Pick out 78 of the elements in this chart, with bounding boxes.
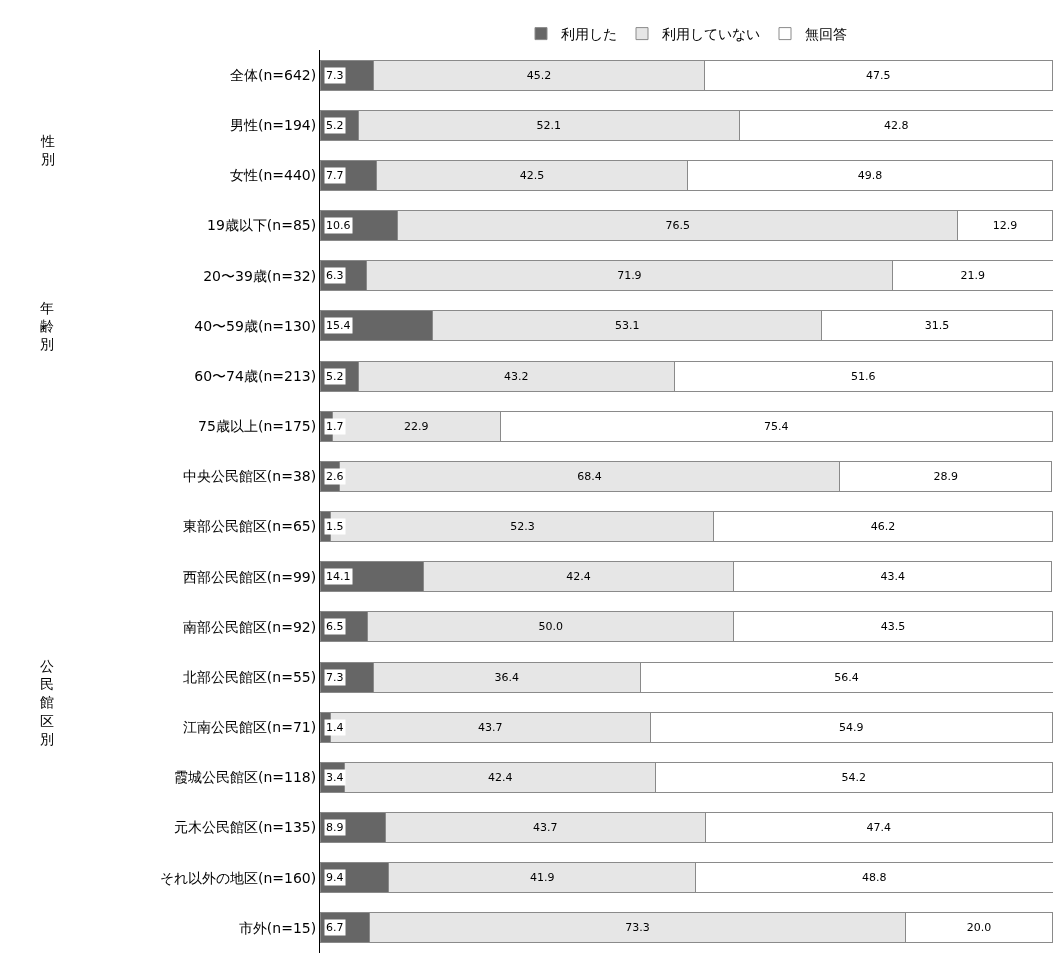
data-label: 51.6 [851, 369, 876, 383]
data-label: 7.3 [326, 671, 344, 684]
data-label: 56.4 [834, 670, 859, 684]
data-label: 42.5 [519, 168, 545, 182]
data-label: 21.9 [960, 269, 986, 283]
text: 公民館区別 [40, 658, 54, 747]
y-tick-label: 中央公民館区(n=38) [182, 468, 317, 485]
y-tick-label: 全体(n=642) [229, 66, 317, 83]
y-tick-label: 女性(n=440) [229, 167, 317, 184]
data-label: 3.4 [326, 771, 344, 784]
data-label: 71.9 [617, 269, 642, 283]
data-label: 1.5 [326, 520, 344, 533]
data-label: 36.4 [494, 670, 519, 684]
data-label: 48.8 [862, 871, 887, 885]
data-label: 7.7 [326, 169, 344, 182]
data-label: 28.9 [933, 469, 958, 483]
data-label: 43.7 [532, 821, 558, 835]
data-label: 2.6 [326, 470, 344, 483]
data-label: 50.0 [538, 620, 563, 634]
data-label: 9.4 [326, 871, 344, 884]
data-label: 47.5 [866, 68, 891, 82]
data-label: 52.3 [510, 520, 535, 534]
y-tick-label: 東部公民館区(n=65) [182, 518, 317, 535]
y-tick-label: 霞城公民館区(n=118) [173, 769, 317, 786]
legend-label: 無回答 [805, 26, 847, 43]
data-label: 20.0 [966, 921, 992, 935]
data-label: 42.4 [487, 770, 513, 784]
data-label: 73.3 [625, 921, 650, 935]
data-label: 43.7 [478, 720, 503, 734]
legend-label: 利用した [561, 26, 617, 43]
data-label: 47.4 [866, 821, 891, 835]
y-tick-label: 江南公民館区(n=71) [182, 719, 317, 736]
data-label: 22.9 [404, 419, 429, 433]
y-tick-label: 南部公民館区(n=92) [182, 618, 317, 635]
data-label: 42.8 [884, 118, 909, 132]
y-tick-label: それ以外の地区(n=160) [159, 869, 317, 886]
data-label: 6.3 [326, 269, 344, 282]
data-label: 7.3 [326, 69, 344, 82]
data-label: 43.4 [880, 570, 905, 584]
data-label: 1.7 [326, 420, 344, 433]
y-tick-label: 男性(n=194) [229, 117, 317, 134]
data-label: 54.9 [839, 720, 864, 734]
data-label: 42.4 [566, 570, 591, 584]
data-label: 1.4 [326, 721, 344, 734]
data-label: 15.4 [326, 319, 351, 332]
y-tick-label: 19歳以下(n=85) [207, 217, 317, 234]
text: 性別 [40, 133, 55, 168]
y-tick-label: 40〜59歳(n=130) [194, 317, 317, 334]
data-label: 75.4 [763, 419, 789, 433]
data-label: 76.5 [665, 219, 690, 233]
y-tick-label: 北部公民館区(n=55) [182, 668, 317, 685]
data-label: 45.2 [526, 68, 552, 82]
y-tick-label: 元木公民館区(n=135) [173, 819, 317, 836]
y-tick-label: 20〜39歳(n=32) [203, 267, 317, 284]
data-label: 49.8 [857, 168, 883, 182]
data-label: 6.7 [326, 921, 344, 934]
data-label: 43.5 [880, 620, 906, 634]
data-label: 54.2 [841, 770, 867, 784]
data-label: 41.9 [529, 871, 555, 885]
y-tick-label: 75歳以上(n=175) [198, 418, 317, 435]
text: 年齢別 [40, 300, 54, 353]
data-label: 6.5 [326, 620, 344, 633]
data-label: 31.5 [924, 319, 950, 333]
data-label: 53.1 [614, 319, 640, 333]
data-label: 68.4 [577, 469, 602, 483]
y-tick-label: 西部公民館区(n=99) [182, 568, 317, 585]
y-tick-label: 60〜74歳(n=213) [194, 367, 317, 384]
data-label: 12.9 [992, 219, 1018, 233]
data-label: 46.2 [870, 520, 896, 534]
data-label: 10.6 [326, 219, 351, 232]
data-label: 8.9 [326, 821, 344, 834]
data-label: 5.2 [326, 119, 344, 132]
legend-label: 利用していない [662, 26, 760, 43]
data-label: 5.2 [326, 370, 344, 383]
data-label: 14.1 [326, 570, 351, 583]
y-tick-label: 市外(n=15) [238, 919, 317, 936]
data-label: 43.2 [504, 369, 529, 383]
data-label: 52.1 [536, 118, 562, 132]
